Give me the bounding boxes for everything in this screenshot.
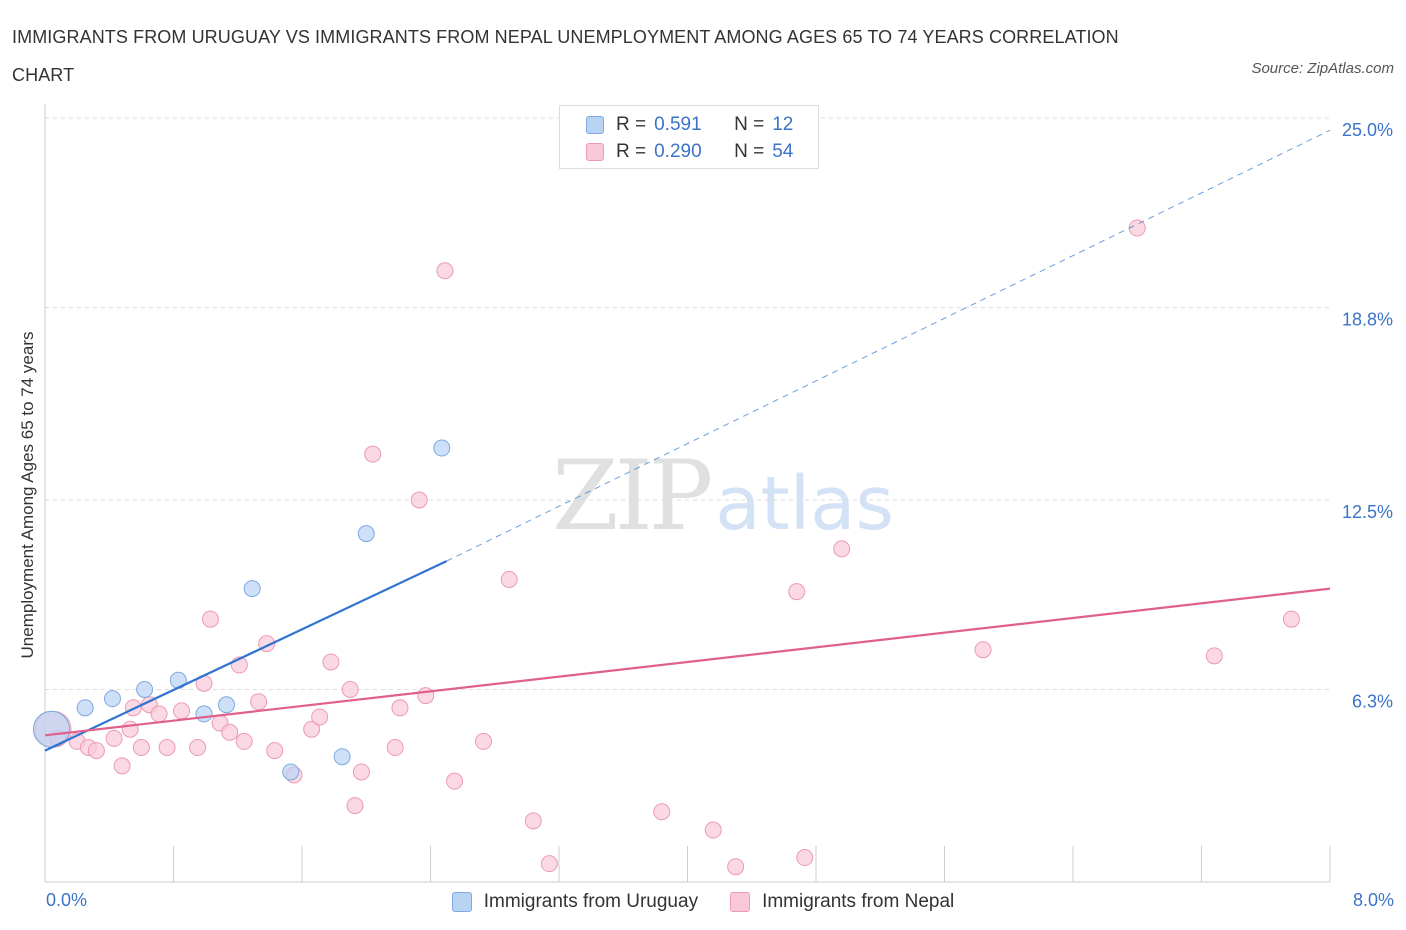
legend-swatch-nepal	[586, 143, 604, 161]
nepal-point	[500, 570, 518, 588]
nepal-point	[132, 739, 150, 757]
nepal-point	[704, 821, 722, 839]
legend-n-value: 54	[772, 141, 794, 162]
uruguay-trend-extension	[446, 129, 1331, 562]
nepal-point	[727, 858, 745, 876]
nepal-point	[113, 757, 131, 775]
series-legend-uruguay[interactable]: Immigrants from Uruguay	[451, 891, 699, 913]
nepal-point	[303, 720, 321, 738]
nepal-point	[121, 720, 139, 738]
nepal-point	[796, 849, 814, 867]
legend-r-label: R =	[616, 114, 647, 135]
x-tick-label-max: 8.0%	[1352, 890, 1394, 910]
nepal-point	[446, 772, 464, 790]
legend-r-value: 0.290	[654, 141, 702, 162]
nepal-point	[974, 641, 992, 659]
nepal-point	[436, 262, 454, 280]
stats-legend: R = 0.591 N = 12 R = 0.290 N = 54	[559, 105, 819, 169]
nepal-point	[410, 491, 428, 509]
nepal-point	[364, 445, 382, 463]
uruguay-point	[76, 699, 94, 717]
series-swatch-uruguay	[451, 892, 472, 912]
nepal-point	[352, 763, 370, 781]
legend-r-value: 0.591	[654, 114, 702, 135]
nepal-point	[540, 855, 558, 873]
y-tick-label: 12.5%	[1342, 502, 1393, 522]
nepal-point	[311, 708, 329, 726]
series-legend: Immigrants from Uruguay Immigrants from …	[0, 888, 1406, 916]
legend-n-label: N =	[734, 141, 765, 162]
uruguay-point	[103, 690, 121, 708]
nepal-point	[250, 693, 268, 711]
y-tick-label: 18.8%	[1342, 309, 1393, 329]
nepal-point	[266, 742, 284, 760]
nepal-point	[346, 797, 364, 815]
series-legend-nepal[interactable]: Immigrants from Nepal	[730, 891, 954, 913]
uruguay-point	[195, 705, 213, 723]
nepal-point	[341, 680, 359, 698]
nepal-point	[386, 739, 404, 757]
uruguay-point	[433, 439, 451, 457]
nepal-point	[833, 540, 851, 558]
nepal-point	[391, 699, 409, 717]
series-swatch-nepal	[730, 892, 751, 912]
nepal-point	[158, 739, 176, 757]
uruguay-trend-line	[44, 560, 448, 752]
series-name-nepal: Immigrants from Nepal	[762, 891, 955, 912]
nepal-point	[475, 732, 493, 750]
legend-n-label: N =	[734, 114, 765, 135]
chart-title: IMMIGRANTS FROM URUGUAY VS IMMIGRANTS FR…	[12, 27, 1119, 85]
nepal-point	[189, 739, 207, 757]
nepal-point	[1128, 219, 1146, 237]
legend-row-uruguay: R = 0.591 N = 12	[586, 112, 793, 138]
nepal-point	[1282, 610, 1300, 628]
uruguay-point	[218, 696, 236, 714]
nepal-point	[235, 732, 253, 750]
nepal-point	[173, 702, 191, 720]
nepal-point	[417, 687, 435, 705]
source-credit: Source: ZipAtlas.com	[1251, 60, 1394, 77]
nepal-trend-line	[44, 587, 1331, 737]
watermark-atlas: atlas	[715, 461, 895, 547]
uruguay-point	[333, 748, 351, 766]
watermark-zip: ZIP	[552, 440, 713, 552]
legend-r-label: R =	[616, 141, 647, 162]
uruguay-point	[136, 680, 154, 698]
uruguay-point	[282, 763, 300, 781]
nepal-point	[524, 812, 542, 830]
uruguay-point	[357, 525, 375, 543]
nepal-point	[221, 723, 239, 741]
uruguay-point	[243, 580, 261, 598]
nepal-point	[105, 729, 123, 747]
series-name-uruguay: Immigrants from Uruguay	[483, 891, 699, 912]
legend-n-value: 12	[772, 114, 794, 135]
x-tick-label-min: 0.0%	[46, 890, 88, 910]
nepal-point	[150, 705, 168, 723]
nepal-point	[788, 583, 806, 601]
legend-row-nepal: R = 0.290 N = 54	[586, 139, 793, 165]
legend-swatch-uruguay	[586, 116, 604, 134]
y-tick-label: 6.3%	[1352, 691, 1393, 711]
nepal-point	[322, 653, 340, 671]
watermark: ZIPatlas	[552, 440, 894, 552]
nepal-point	[1205, 647, 1223, 665]
nepal-point	[653, 803, 671, 821]
nepal-point	[87, 742, 105, 760]
nepal-point	[201, 610, 219, 628]
y-tick-label: 25.0%	[1342, 120, 1393, 140]
